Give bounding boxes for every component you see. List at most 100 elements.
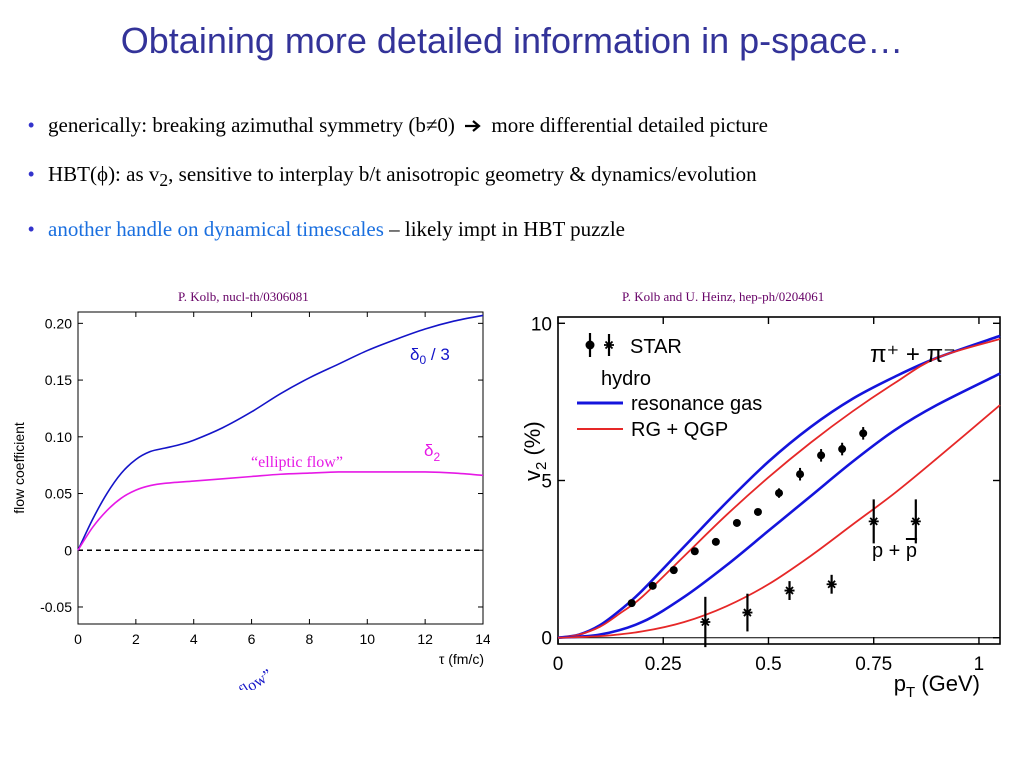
y-tick-label: 5: [541, 472, 552, 493]
resonance-gas-proton-curve: [557, 372, 1001, 640]
bullet-text: ): as v: [108, 162, 160, 186]
legend-proton-marker: [604, 334, 614, 356]
radial-flow-annotation: “radial flow”: [196, 666, 276, 690]
pion-data-point: [753, 507, 762, 516]
bullet-dot-icon: •: [28, 219, 35, 240]
delta-subscript: 2: [433, 450, 440, 464]
proton-data-point: [784, 586, 795, 595]
bullet-text: generically: breaking azimuthal symmetry…: [48, 113, 426, 137]
elliptic-flow-annotation: “elliptic flow”: [251, 454, 343, 471]
rg-qgp-pion-curve: [557, 338, 1001, 639]
x-tick-label: 0: [74, 631, 82, 647]
x-tick-label: 0.25: [645, 654, 682, 675]
slide-title: Obtaining more detailed information in p…: [120, 20, 904, 61]
proton-data-point: [742, 608, 753, 617]
proton-data-point: [700, 617, 711, 627]
pion-data-point: [732, 518, 741, 527]
x-tick-label: 4: [190, 631, 198, 647]
highlighted-text: another handle on dynamical timescales: [48, 217, 384, 242]
elliptic-flow-curve: [77, 471, 484, 551]
star-data-points: [627, 427, 921, 648]
delta2-label: δ2: [424, 441, 440, 464]
legend-star-label: STAR: [630, 336, 682, 358]
not-equal-symbol: ≠: [425, 113, 438, 137]
antiproton-p: p: [906, 540, 917, 562]
pion-data-point: [859, 429, 868, 438]
pion-label: π⁺ + π⁻: [870, 341, 956, 368]
y-tick-label: 0.10: [45, 429, 72, 445]
y-axis-label: flow coefficient: [11, 422, 27, 514]
legend-rg-qgp-label: RG + QGP: [631, 419, 728, 441]
proton-label-a: p +: [872, 540, 906, 562]
pion-data-point: [711, 537, 720, 546]
pion-data-point: [690, 547, 699, 556]
legend-resonance-gas-label: resonance gas: [631, 393, 762, 415]
bullet-dot-icon: •: [28, 115, 35, 135]
x-tick-label: 2: [132, 631, 140, 647]
subscript: 2: [159, 170, 169, 191]
x-axis-label: pT (GeV): [894, 671, 980, 701]
x-tick-label: 0.75: [855, 654, 892, 675]
pion-data-point: [775, 489, 783, 498]
y-tick-label: 10: [531, 314, 552, 335]
pion-data-point: [817, 451, 826, 460]
pion-data-point: [648, 581, 657, 590]
bullet-dot-icon: •: [28, 164, 35, 184]
x-unit: (GeV): [915, 671, 980, 696]
bullet-item: • another handle on dynamical timescales…: [28, 216, 1008, 242]
bullet-item: • generically: breaking azimuthal symmet…: [28, 112, 1008, 138]
citation-left: P. Kolb, nucl-th/0306081: [178, 289, 309, 304]
delta0-label: δ0 / 3: [410, 345, 450, 367]
pion-data-point: [627, 599, 636, 608]
y-tick-label: 0.05: [45, 486, 72, 502]
legend: STAR hydro resonance gas RG + QGP: [577, 333, 762, 441]
citation-right: P. Kolb and U. Heinz, hep-ph/0204061: [622, 289, 825, 304]
p-subscript: T: [906, 684, 915, 701]
y-tick-label: 0.20: [45, 315, 72, 331]
bullet-text: more differential detailed picture: [491, 113, 768, 137]
delta-label-tail: / 3: [426, 345, 450, 364]
y-tick-label: 0.15: [45, 372, 72, 388]
resonance-gas-pion-curve: [557, 334, 1001, 640]
bullet-text: 0): [437, 113, 455, 137]
x-tick-label: 8: [306, 631, 314, 647]
bullet-text: HBT(: [48, 162, 97, 186]
v-subscript: 2: [533, 462, 550, 470]
x-axis-label: τ (fm/c): [439, 651, 484, 667]
proton-data-point: [826, 580, 837, 589]
bullet-item: • HBT(ϕ): as v2, sensitive to interplay …: [28, 161, 1008, 193]
y-tick-label: 0: [64, 542, 72, 558]
pion-data-point: [669, 566, 678, 575]
p-symbol: p: [894, 671, 906, 696]
x-tick-label: 12: [417, 631, 433, 647]
phi-symbol: ϕ: [97, 162, 109, 186]
y-tick-label: -0.05: [40, 599, 72, 615]
delta-symbol: δ: [410, 345, 419, 364]
x-tick-label: 10: [359, 631, 375, 647]
plot-frame: [77, 311, 484, 625]
pion-data-point: [796, 470, 805, 479]
bullet-text: – likely impt in HBT puzzle: [383, 217, 625, 242]
v-symbol: v: [520, 470, 545, 481]
proton-data-point: [868, 517, 879, 526]
right-arrow-icon: [465, 120, 481, 132]
y-unit: (%): [520, 421, 545, 461]
radial-flow-curve: [77, 314, 484, 551]
x-tick-label: 6: [248, 631, 256, 647]
x-tick-label: 0: [553, 654, 564, 675]
bullet-list: • generically: breaking azimuthal symmet…: [28, 112, 1008, 265]
x-tick-label: 1: [974, 654, 985, 675]
legend-hydro-label: hydro: [601, 368, 651, 390]
x-tick-label: 14: [475, 631, 490, 647]
hydro-curves: [557, 334, 1001, 640]
y-tick-label: 0: [541, 629, 552, 650]
delta-symbol: δ: [424, 441, 433, 460]
rg-qgp-proton-curve: [557, 404, 1001, 639]
delta-subscript: 0: [419, 353, 426, 367]
pion-data-point: [838, 445, 847, 454]
bullet-text: , sensitive to interplay b/t anisotropic…: [168, 162, 757, 186]
